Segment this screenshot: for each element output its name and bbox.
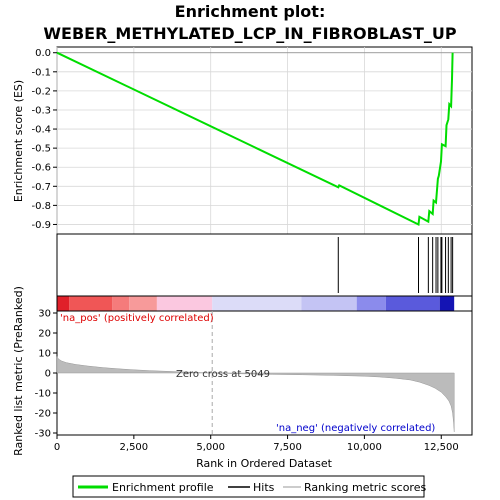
x-tick-label: 12,500 [424, 442, 459, 453]
heat-bar-segment [439, 296, 455, 311]
es-y-tick-label: 0.0 [35, 48, 51, 59]
es-y-tick-label: -0.8 [31, 201, 51, 212]
es-y-tick-label: -0.5 [31, 144, 51, 155]
zero-cross-label: Zero cross at 5049 [176, 369, 270, 380]
metric-y-tick-label: -10 [35, 389, 51, 400]
ranking-metric-area [56, 355, 455, 433]
es-y-axis-label: Enrichment score (ES) [12, 80, 25, 202]
heat-bar-segment [112, 296, 130, 311]
x-tick-label: 7,500 [273, 442, 302, 453]
es-y-tick-label: -0.2 [31, 86, 51, 97]
enrichment-profile-line [56, 51, 454, 227]
metric-y-tick-label: -30 [35, 429, 51, 440]
positive-correlation-label: 'na_pos' (positively correlated) [60, 313, 214, 324]
metric-y-tick-label: 20 [38, 329, 51, 340]
es-y-tick-label: -0.9 [31, 220, 51, 231]
es-y-tick-label: -0.3 [31, 105, 51, 116]
hits-panel [56, 233, 473, 297]
es-panel-frame [56, 46, 473, 235]
legend-label-ranking-metric-scores: Ranking metric scores [304, 481, 426, 494]
es-y-tick-label: -0.7 [31, 182, 51, 193]
heat-bar-segment [385, 296, 440, 311]
chart-title-line-2: WEBER_METHYLATED_LCP_IN_FIBROBLAST_UP [43, 24, 456, 43]
metric-y-tick-label: 10 [38, 349, 51, 360]
es-y-tick-label: -0.1 [31, 67, 51, 78]
heat-bar-segment [57, 296, 70, 311]
heat-bar-segment [356, 296, 386, 311]
metric-y-tick-label: 30 [38, 309, 51, 320]
es-y-tick-label: -0.6 [31, 163, 51, 174]
legend-label-enrichment-profile: Enrichment profile [112, 481, 214, 494]
metric-y-axis-label: Ranked list metric (PreRanked) [12, 286, 25, 456]
metric-y-tick-label: -20 [35, 409, 51, 420]
ranked-metric-panel: 30 20 10 0 -10 -20 -30 'na_pos' (positively co… [12, 286, 473, 456]
ranked-list-heat-bar [56, 295, 473, 312]
heat-bar-segment [156, 296, 213, 311]
chart-title-line-1: Enrichment plot: [175, 2, 326, 21]
es-y-tick-label: -0.4 [31, 125, 51, 136]
legend-label-hits: Hits [253, 481, 275, 494]
enrichment-score-panel: 0.0-0.1-0.2-0.3-0.4-0.5-0.6-0.7-0.8-0.9 … [12, 46, 473, 235]
negative-correlation-label: 'na_neg' (negatively correlated) [276, 423, 435, 434]
legend: Enrichment profile Hits Ranking metric s… [72, 475, 426, 498]
x-tick-label: 5,000 [196, 442, 225, 453]
x-tick-label: 10,000 [347, 442, 382, 453]
heat-bar-segment [69, 296, 113, 311]
x-tick-label: 0 [54, 442, 60, 453]
heat-bar-segment [129, 296, 157, 311]
x-tick-label: 2,500 [120, 442, 149, 453]
metric-y-tick-label: 0 [45, 369, 51, 380]
x-axis-label: Rank in Ordered Dataset [196, 457, 333, 470]
hits-panel-frame [56, 233, 473, 297]
heat-bar-segment [212, 296, 302, 311]
heat-bar-segment [301, 296, 357, 311]
